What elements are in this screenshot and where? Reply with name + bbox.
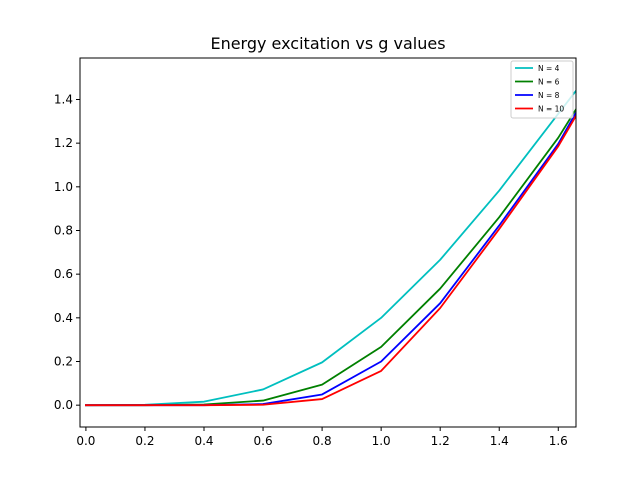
legend-label: N = 10 <box>538 105 564 114</box>
x-tick-label: 0.6 <box>254 434 273 448</box>
legend-label: N = 6 <box>538 78 560 87</box>
x-tick-label: 0.2 <box>135 434 154 448</box>
plot-area <box>84 89 576 407</box>
legend: N = 4 N = 6 N = 8 N = 10 <box>510 60 574 119</box>
series-line-3 <box>85 111 576 407</box>
legend-label: N = 8 <box>538 91 560 100</box>
series-line-4 <box>85 114 576 407</box>
x-tick-label: 1.4 <box>490 434 509 448</box>
x-tick-label: 1.0 <box>372 434 391 448</box>
x-tick-label: 0.4 <box>194 434 213 448</box>
y-tick-label: 1.2 <box>54 136 73 150</box>
axes-frame <box>79 57 577 428</box>
y-tick-label: 0.8 <box>54 223 73 237</box>
x-tick-label: 0.0 <box>76 434 95 448</box>
y-tick-label: 0.6 <box>54 267 73 281</box>
chart-title: Energy excitation vs g values <box>210 34 445 53</box>
axes: 0.0 0.2 0.4 0.6 0.8 1.0 1.2 1.4 1.6 0.0 0.2 0.4 0.6 0… <box>54 57 577 448</box>
y-tick-label: 0.4 <box>54 311 73 325</box>
series-lines <box>84 89 576 407</box>
legend-box <box>510 60 574 119</box>
y-tick-label: 1.4 <box>54 92 73 106</box>
legend-label: N = 4 <box>538 64 560 73</box>
series-line-2 <box>85 108 576 407</box>
x-tick-label: 1.2 <box>431 434 450 448</box>
y-tick-label: 0.2 <box>54 354 73 368</box>
y-tick-label: 1.0 <box>54 180 73 194</box>
series-line-1 <box>84 89 576 407</box>
x-tick-label: 0.8 <box>313 434 332 448</box>
x-tick-label: 1.6 <box>549 434 568 448</box>
y-tick-label: 0.0 <box>54 398 73 412</box>
